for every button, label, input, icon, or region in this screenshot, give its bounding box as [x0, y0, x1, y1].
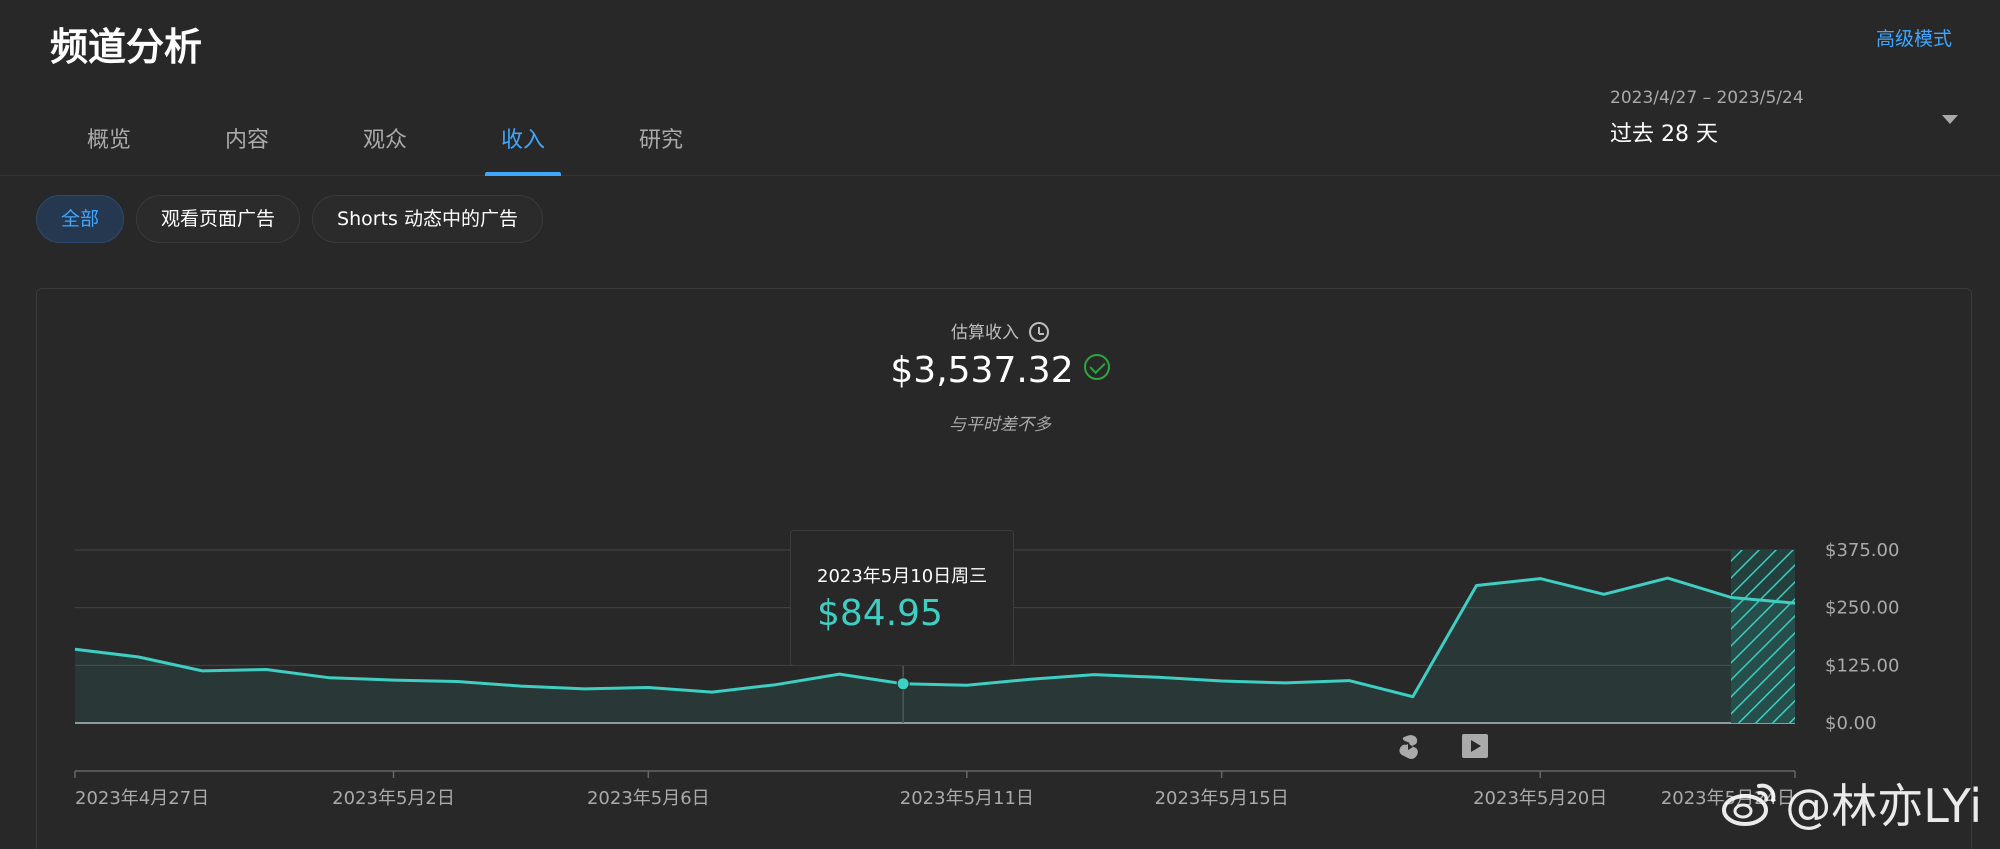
tab-content[interactable]: 内容 — [224, 128, 269, 153]
chart-area-layer — [74, 550, 1796, 723]
x-tick-label: 2023年5月15日 — [1155, 788, 1289, 809]
dropdown-arrow-icon[interactable] — [1942, 115, 1958, 124]
chart-marker-icons — [1399, 734, 1488, 759]
x-axis: 2023年4月27日 2023年5月2日 2023年5月6日 2023年5月11日 20… — [74, 770, 1796, 809]
y-tick-label: $375.00 — [1825, 540, 1899, 561]
kpi-label-row: 估算收入 — [0, 318, 2000, 343]
x-tick-label: 2023年5月2日 — [332, 788, 455, 809]
tooltip-value: $84.95 — [817, 593, 943, 634]
kpi-value: $3,537.32 — [890, 350, 1074, 391]
check-circle-icon — [1083, 354, 1110, 380]
clock-icon[interactable] — [1029, 322, 1049, 342]
y-tick-label: $125.00 — [1825, 655, 1899, 676]
date-range-dates: 2023/4/27 – 2023/5/24 — [1610, 88, 1804, 108]
kpi-value-row: $3,537.32 — [0, 350, 2000, 391]
watermark: @林亦LYi — [1721, 770, 1982, 836]
advanced-mode-link[interactable]: 高级模式 — [1875, 28, 1952, 50]
video-play-icon[interactable] — [1462, 734, 1488, 758]
top-bar: 频道分析 高级模式 概览 内容 观众 收入 研究 2023/4/27 – 202… — [0, 0, 2000, 176]
kpi-label: 估算收入 — [951, 323, 1019, 343]
tab-bar: 概览 内容 观众 收入 研究 — [40, 100, 730, 176]
partial-data-hatch — [1731, 550, 1795, 723]
series-line — [74, 576, 1796, 699]
tab-revenue[interactable]: 收入 — [454, 100, 592, 176]
date-range-picker[interactable]: 2023/4/27 – 2023/5/24 过去 28 天 — [1610, 88, 1960, 158]
weibo-logo-icon — [1722, 783, 1776, 826]
y-axis-labels: $375.00 $250.00 $125.00 $0.00 — [1825, 540, 1899, 734]
series-area — [75, 578, 1795, 723]
y-tick-label: $250.00 — [1825, 598, 1899, 619]
tooltip-date: 2023年5月10日周三 — [817, 566, 988, 587]
y-tick-label: $0.00 — [1825, 713, 1877, 734]
filter-chip-all[interactable]: 全部 — [36, 195, 125, 243]
tab-audience[interactable]: 观众 — [362, 128, 407, 153]
filter-chip-watch-page-ads[interactable]: 观看页面广告 — [136, 195, 301, 243]
x-tick-label: 2023年5月20日 — [1473, 788, 1607, 809]
filter-chip-shorts-feed-ads[interactable]: Shorts 动态中的广告 — [312, 195, 543, 243]
chart-hover-layer — [896, 666, 910, 723]
date-range-label: 过去 28 天 — [1610, 122, 1718, 147]
watermark-text: @林亦LYi — [1785, 779, 1982, 833]
kpi-note: 与平时差不多 — [949, 415, 1051, 435]
filter-chips: 全部 观看页面广告 Shorts 动态中的广告 — [36, 195, 543, 243]
x-tick-label: 2023年5月11日 — [900, 788, 1034, 809]
x-tick-label: 2023年5月6日 — [587, 788, 710, 809]
page-title: 频道分析 — [50, 25, 203, 69]
chart-tooltip: 2023年5月10日周三 $84.95 — [790, 530, 1014, 666]
highlighted-point — [896, 677, 910, 691]
tab-research[interactable]: 研究 — [638, 128, 683, 153]
tab-overview[interactable]: 概览 — [86, 128, 131, 153]
shorts-icon[interactable] — [1399, 735, 1418, 759]
x-tick-label: 2023年4月27日 — [75, 788, 209, 809]
